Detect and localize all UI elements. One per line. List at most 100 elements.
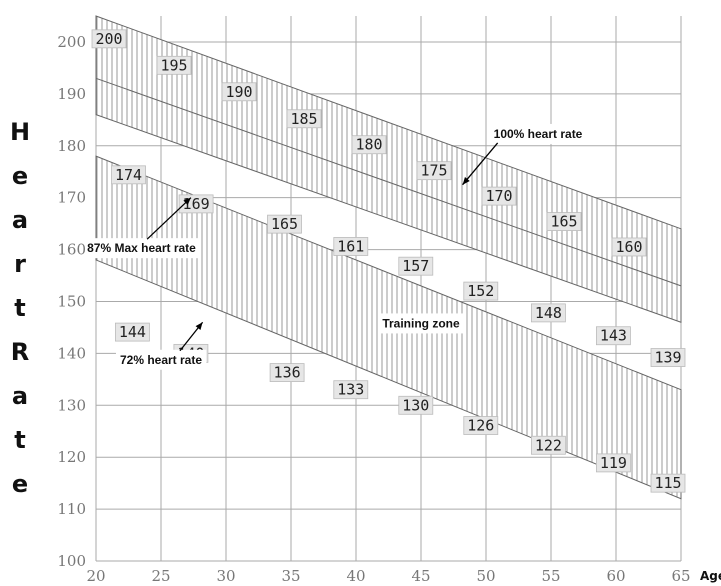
data-label: 175 (416, 161, 452, 181)
data-label: 185 (286, 109, 322, 129)
data-label: 157 (398, 256, 434, 276)
data-label-box (416, 161, 452, 181)
y-tick-label: 120 (57, 448, 86, 466)
x-tick-label: 60 (606, 567, 625, 585)
data-label-text: 130 (402, 396, 429, 414)
data-label-text: 195 (160, 56, 187, 74)
data-label: 115 (650, 473, 686, 493)
data-label-box (269, 363, 305, 382)
data-label-box (531, 435, 566, 455)
y-axis-label-letter: H (10, 118, 30, 146)
data-label-box (611, 237, 647, 257)
data-label-text: 190 (225, 83, 252, 101)
data-label-text: 165 (271, 215, 298, 233)
max-heart-rate-midline (95, 77, 682, 287)
data-label: 148 (531, 303, 566, 323)
y-tick-label: 200 (57, 33, 86, 51)
data-label-box (333, 237, 369, 256)
data-label-box (267, 214, 302, 234)
data-label-text: 185 (290, 110, 317, 128)
data-label: 195 (156, 55, 192, 75)
data-label-box (111, 165, 146, 185)
annotation-text: 87% Max heart rate (87, 241, 196, 255)
axis-ticks: 20 25 30 35 40 45 50 55 60 65 100 110 120 130 140 150 16… (57, 33, 690, 585)
data-label-box (333, 380, 369, 400)
data-label-text: 157 (402, 257, 429, 275)
data-label-text: 136 (274, 364, 301, 382)
data-label-box (596, 453, 631, 473)
y-axis-label-letter: r (14, 250, 26, 278)
data-label-text: 200 (95, 30, 122, 48)
data-label-box (398, 256, 434, 276)
y-tick-label: 110 (57, 500, 86, 518)
data-label-box (398, 395, 434, 415)
data-label-box (115, 322, 150, 342)
data-label-text: 115 (654, 474, 681, 492)
y-tick-label: 150 (57, 292, 86, 310)
data-label-text: 122 (535, 436, 562, 454)
data-label: 152 (463, 281, 499, 301)
data-label: 133 (333, 380, 369, 400)
annotation-bg (115, 349, 207, 370)
annotation-arrow-line (462, 142, 499, 186)
data-label: 165 (546, 212, 582, 231)
data-label-text: 152 (467, 282, 494, 300)
data-label: 130 (398, 395, 434, 415)
data-label: 174 (111, 165, 146, 185)
x-tick-label: 25 (151, 567, 170, 585)
data-label-text: 174 (115, 166, 142, 184)
data-label-box (91, 29, 127, 49)
data-label: 180 (351, 135, 387, 155)
data-label-box (650, 348, 686, 367)
data-label-text: 175 (420, 162, 447, 180)
y-axis-label-letter: t (14, 426, 25, 454)
data-label: 139 (650, 348, 686, 367)
y-tick-label: 130 (57, 396, 86, 414)
series-lines (95, 77, 682, 287)
annotation-text: 100% heart rate (494, 127, 583, 141)
annotation-arrow-head (462, 177, 470, 185)
data-label: 122 (531, 435, 566, 455)
data-label: 143 (596, 326, 631, 346)
data-label-text: 144 (119, 323, 146, 341)
data-label-text: 180 (355, 136, 382, 154)
annotation-text: 72% heart rate (120, 353, 202, 367)
data-label-box (481, 186, 517, 206)
annotation-bg (378, 313, 464, 334)
data-label-text: 126 (467, 417, 494, 435)
data-label-text: 165 (550, 213, 577, 231)
data-label: 136 (269, 363, 305, 382)
y-tick-label: 170 (57, 189, 86, 207)
data-label-box (650, 473, 686, 493)
data-label-box (286, 109, 322, 129)
x-tick-label: 20 (86, 567, 105, 585)
data-label: 200 (91, 29, 127, 49)
data-label-text: 161 (337, 237, 364, 255)
data-label: 126 (463, 416, 499, 435)
data-label: 190 (221, 82, 257, 102)
data-label-text: 143 (600, 327, 627, 345)
data-label-box (596, 326, 631, 346)
data-label-text: 170 (485, 187, 512, 205)
data-label-box (156, 55, 192, 75)
annotation-bg (489, 123, 587, 144)
y-axis-label-letter: e (12, 470, 28, 498)
data-label-box (546, 212, 582, 231)
x-tick-label: 40 (346, 567, 365, 585)
data-label: 160 (611, 237, 647, 257)
data-label-text: 148 (535, 304, 562, 322)
data-label-text: 119 (600, 454, 627, 472)
y-axis-label-letter: a (12, 382, 28, 410)
data-label: 161 (333, 237, 369, 256)
y-tick-label: 160 (57, 241, 86, 259)
y-tick-label: 140 (57, 344, 86, 362)
annotation-text: Training zone (382, 316, 460, 330)
y-axis-label-letter: t (14, 294, 25, 322)
data-labels: 200 195 190 185 180 175 170 165 160 174 169 165 161 1… (91, 29, 686, 493)
data-label-box (351, 135, 387, 155)
x-tick-label: 45 (411, 567, 430, 585)
annotation-arrow-head (195, 322, 203, 330)
x-tick-label: 50 (476, 567, 495, 585)
data-label: 144 (115, 322, 150, 342)
